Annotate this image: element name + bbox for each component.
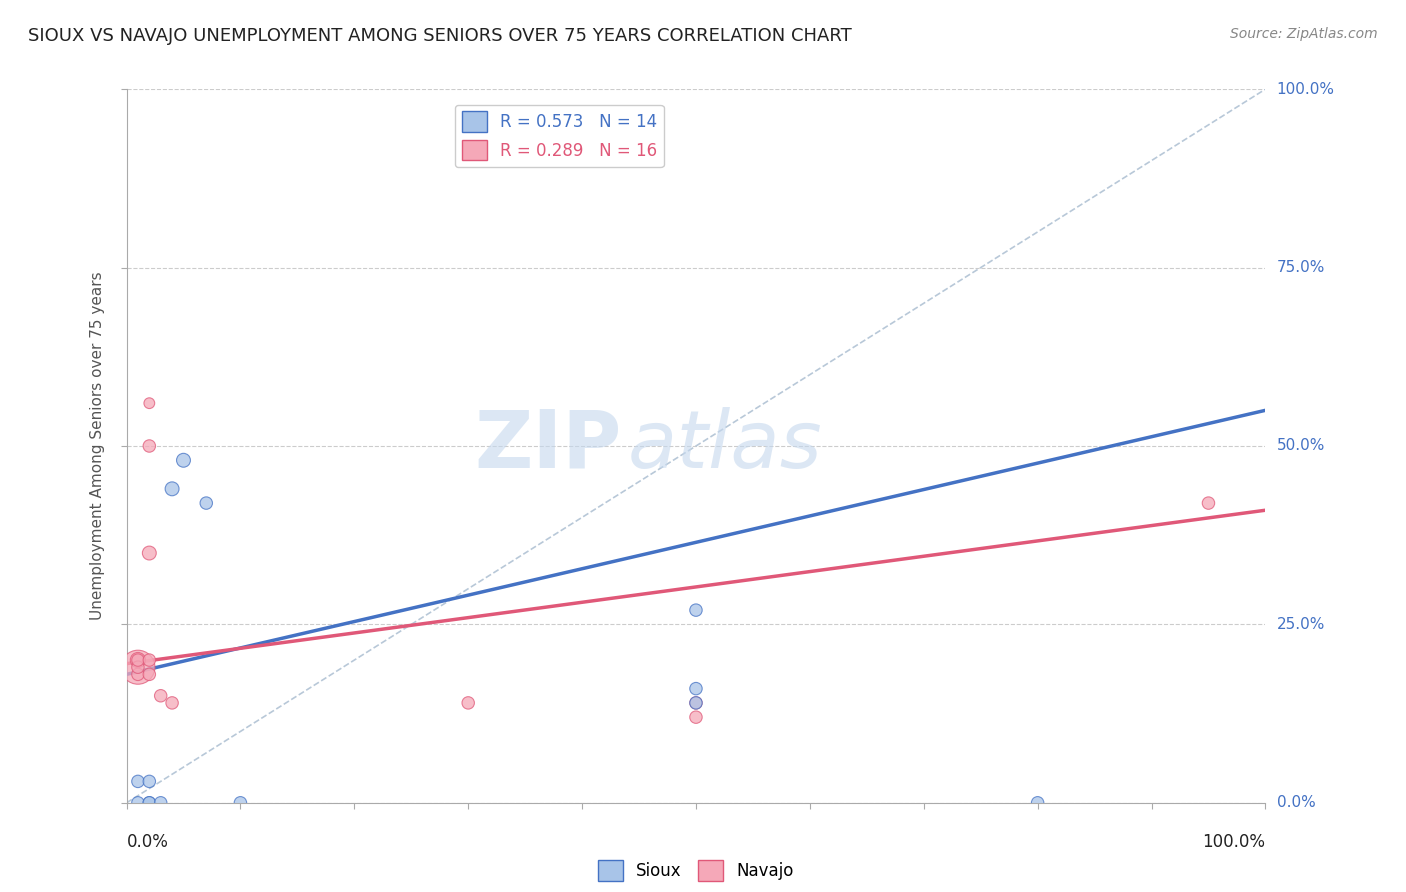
Text: ZIP: ZIP: [475, 407, 621, 485]
Text: 25.0%: 25.0%: [1277, 617, 1324, 632]
Point: [160, 696, 183, 710]
Point: [685, 681, 707, 696]
Point: [138, 653, 160, 667]
Point: [127, 796, 149, 810]
Point: [127, 653, 149, 667]
Text: 0.0%: 0.0%: [127, 833, 169, 851]
Point: [127, 667, 149, 681]
Text: 100.0%: 100.0%: [1277, 82, 1334, 96]
Point: [138, 546, 160, 560]
Point: [138, 796, 160, 810]
Y-axis label: Unemployment Among Seniors over 75 years: Unemployment Among Seniors over 75 years: [90, 272, 105, 620]
Point: [127, 774, 149, 789]
Point: [127, 653, 149, 667]
Point: [685, 696, 707, 710]
Point: [457, 696, 479, 710]
Point: [1198, 496, 1220, 510]
Point: [149, 689, 172, 703]
Point: [685, 603, 707, 617]
Point: [138, 667, 160, 681]
Point: [138, 774, 160, 789]
Text: 50.0%: 50.0%: [1277, 439, 1324, 453]
Point: [1026, 796, 1049, 810]
Point: [149, 796, 172, 810]
Text: SIOUX VS NAVAJO UNEMPLOYMENT AMONG SENIORS OVER 75 YEARS CORRELATION CHART: SIOUX VS NAVAJO UNEMPLOYMENT AMONG SENIO…: [28, 27, 852, 45]
Point: [685, 710, 707, 724]
Text: 0.0%: 0.0%: [1277, 796, 1315, 810]
Text: 100.0%: 100.0%: [1202, 833, 1265, 851]
Point: [195, 496, 218, 510]
Point: [138, 439, 160, 453]
Text: Source: ZipAtlas.com: Source: ZipAtlas.com: [1230, 27, 1378, 41]
Point: [138, 396, 160, 410]
Point: [127, 660, 149, 674]
Point: [229, 796, 252, 810]
Point: [685, 696, 707, 710]
Text: 75.0%: 75.0%: [1277, 260, 1324, 275]
Point: [160, 482, 183, 496]
Text: atlas: atlas: [627, 407, 823, 485]
Legend: Sioux, Navajo: Sioux, Navajo: [591, 854, 801, 888]
Point: [172, 453, 194, 467]
Point: [127, 660, 149, 674]
Point: [138, 796, 160, 810]
